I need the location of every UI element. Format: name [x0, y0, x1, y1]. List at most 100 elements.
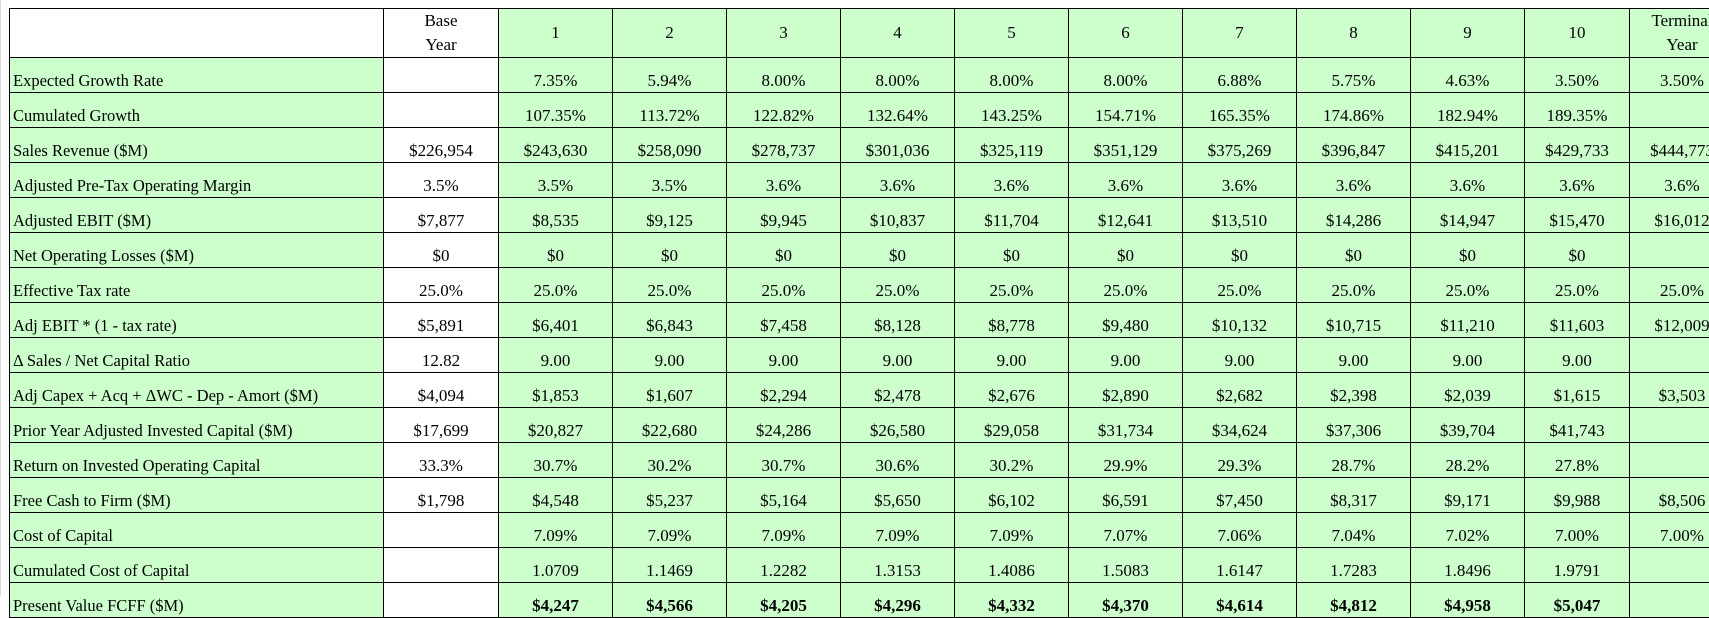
terminal-year-cell[interactable]	[1630, 548, 1709, 583]
year-10-cell[interactable]: 3.6%	[1525, 163, 1630, 198]
base-year-header[interactable]: Base Year	[384, 9, 499, 58]
year-7-cell[interactable]: $4,614	[1183, 583, 1297, 618]
year-3-cell[interactable]: 1.2282	[727, 548, 841, 583]
year-7-cell[interactable]: 3.6%	[1183, 163, 1297, 198]
year-6-cell[interactable]: 9.00	[1069, 338, 1183, 373]
year-header-10[interactable]: 10	[1525, 9, 1630, 58]
terminal-year-cell[interactable]: $3,503	[1630, 373, 1709, 408]
year-4-cell[interactable]: $2,478	[841, 373, 955, 408]
year-1-cell[interactable]: 9.00	[499, 338, 613, 373]
year-header-7[interactable]: 7	[1183, 9, 1297, 58]
year-3-cell[interactable]: 8.00%	[727, 58, 841, 93]
year-2-cell[interactable]: 7.09%	[613, 513, 727, 548]
year-8-cell[interactable]: $396,847	[1297, 128, 1411, 163]
year-6-cell[interactable]: 1.5083	[1069, 548, 1183, 583]
year-10-cell[interactable]: $9,988	[1525, 478, 1630, 513]
year-8-cell[interactable]: 5.75%	[1297, 58, 1411, 93]
year-2-cell[interactable]: 25.0%	[613, 268, 727, 303]
year-8-cell[interactable]: 28.7%	[1297, 443, 1411, 478]
base-year-cell[interactable]: 25.0%	[384, 268, 499, 303]
year-6-cell[interactable]: $12,641	[1069, 198, 1183, 233]
year-8-cell[interactable]: $4,812	[1297, 583, 1411, 618]
year-header-2[interactable]: 2	[613, 9, 727, 58]
year-9-cell[interactable]: 9.00	[1411, 338, 1525, 373]
year-3-cell[interactable]: 3.6%	[727, 163, 841, 198]
base-year-cell[interactable]: $0	[384, 233, 499, 268]
year-4-cell[interactable]: 8.00%	[841, 58, 955, 93]
year-5-cell[interactable]: 30.2%	[955, 443, 1069, 478]
year-3-cell[interactable]: 7.09%	[727, 513, 841, 548]
year-6-cell[interactable]: 29.9%	[1069, 443, 1183, 478]
year-8-cell[interactable]: $37,306	[1297, 408, 1411, 443]
year-1-cell[interactable]: $243,630	[499, 128, 613, 163]
year-6-cell[interactable]: $351,129	[1069, 128, 1183, 163]
year-8-cell[interactable]: 9.00	[1297, 338, 1411, 373]
year-2-cell[interactable]: $6,843	[613, 303, 727, 338]
year-5-cell[interactable]: 8.00%	[955, 58, 1069, 93]
year-10-cell[interactable]: 1.9791	[1525, 548, 1630, 583]
terminal-year-cell[interactable]	[1630, 93, 1709, 128]
corner-cell[interactable]	[10, 9, 384, 58]
row-label-cell[interactable]: Adj EBIT * (1 - tax rate)	[10, 303, 384, 338]
year-7-cell[interactable]: $7,450	[1183, 478, 1297, 513]
year-7-cell[interactable]: $375,269	[1183, 128, 1297, 163]
year-5-cell[interactable]: $0	[955, 233, 1069, 268]
year-4-cell[interactable]: 3.6%	[841, 163, 955, 198]
year-10-cell[interactable]: $5,047	[1525, 583, 1630, 618]
year-10-cell[interactable]: 189.35%	[1525, 93, 1630, 128]
year-1-cell[interactable]: 107.35%	[499, 93, 613, 128]
year-2-cell[interactable]: $258,090	[613, 128, 727, 163]
year-1-cell[interactable]: 7.09%	[499, 513, 613, 548]
year-2-cell[interactable]: 1.1469	[613, 548, 727, 583]
year-9-cell[interactable]: $9,171	[1411, 478, 1525, 513]
row-label-cell[interactable]: Effective Tax rate	[10, 268, 384, 303]
year-3-cell[interactable]: 9.00	[727, 338, 841, 373]
year-4-cell[interactable]: 9.00	[841, 338, 955, 373]
year-2-cell[interactable]: $9,125	[613, 198, 727, 233]
year-header-8[interactable]: 8	[1297, 9, 1411, 58]
year-header-4[interactable]: 4	[841, 9, 955, 58]
year-8-cell[interactable]: 174.86%	[1297, 93, 1411, 128]
row-label-cell[interactable]: Prior Year Adjusted Invested Capital ($M…	[10, 408, 384, 443]
year-9-cell[interactable]: 182.94%	[1411, 93, 1525, 128]
year-8-cell[interactable]: 1.7283	[1297, 548, 1411, 583]
base-year-cell[interactable]	[384, 58, 499, 93]
terminal-year-header[interactable]: Terminal Year	[1630, 9, 1709, 58]
terminal-year-cell[interactable]	[1630, 443, 1709, 478]
row-label-cell[interactable]: Cumulated Cost of Capital	[10, 548, 384, 583]
terminal-year-cell[interactable]: 3.50%	[1630, 58, 1709, 93]
row-label-cell[interactable]: Expected Growth Rate	[10, 58, 384, 93]
year-3-cell[interactable]: 122.82%	[727, 93, 841, 128]
year-5-cell[interactable]: 1.4086	[955, 548, 1069, 583]
year-10-cell[interactable]: $429,733	[1525, 128, 1630, 163]
year-5-cell[interactable]: $29,058	[955, 408, 1069, 443]
year-10-cell[interactable]: $1,615	[1525, 373, 1630, 408]
year-8-cell[interactable]: $8,317	[1297, 478, 1411, 513]
year-6-cell[interactable]: $4,370	[1069, 583, 1183, 618]
terminal-year-cell[interactable]: $8,506	[1630, 478, 1709, 513]
year-header-3[interactable]: 3	[727, 9, 841, 58]
year-4-cell[interactable]: $8,128	[841, 303, 955, 338]
year-5-cell[interactable]: 25.0%	[955, 268, 1069, 303]
year-6-cell[interactable]: $6,591	[1069, 478, 1183, 513]
year-6-cell[interactable]: 154.71%	[1069, 93, 1183, 128]
year-10-cell[interactable]: $11,603	[1525, 303, 1630, 338]
base-year-cell[interactable]: $4,094	[384, 373, 499, 408]
row-label-cell[interactable]: Δ Sales / Net Capital Ratio	[10, 338, 384, 373]
year-8-cell[interactable]: $0	[1297, 233, 1411, 268]
year-4-cell[interactable]: $301,036	[841, 128, 955, 163]
row-label-cell[interactable]: Adjusted EBIT ($M)	[10, 198, 384, 233]
year-9-cell[interactable]: 3.6%	[1411, 163, 1525, 198]
year-4-cell[interactable]: $4,296	[841, 583, 955, 618]
year-10-cell[interactable]: 3.50%	[1525, 58, 1630, 93]
year-1-cell[interactable]: 3.5%	[499, 163, 613, 198]
year-7-cell[interactable]: $10,132	[1183, 303, 1297, 338]
year-2-cell[interactable]: 3.5%	[613, 163, 727, 198]
year-2-cell[interactable]: $1,607	[613, 373, 727, 408]
year-10-cell[interactable]: 7.00%	[1525, 513, 1630, 548]
year-6-cell[interactable]: $0	[1069, 233, 1183, 268]
year-2-cell[interactable]: 5.94%	[613, 58, 727, 93]
year-3-cell[interactable]: $7,458	[727, 303, 841, 338]
year-8-cell[interactable]: $2,398	[1297, 373, 1411, 408]
year-9-cell[interactable]: $14,947	[1411, 198, 1525, 233]
